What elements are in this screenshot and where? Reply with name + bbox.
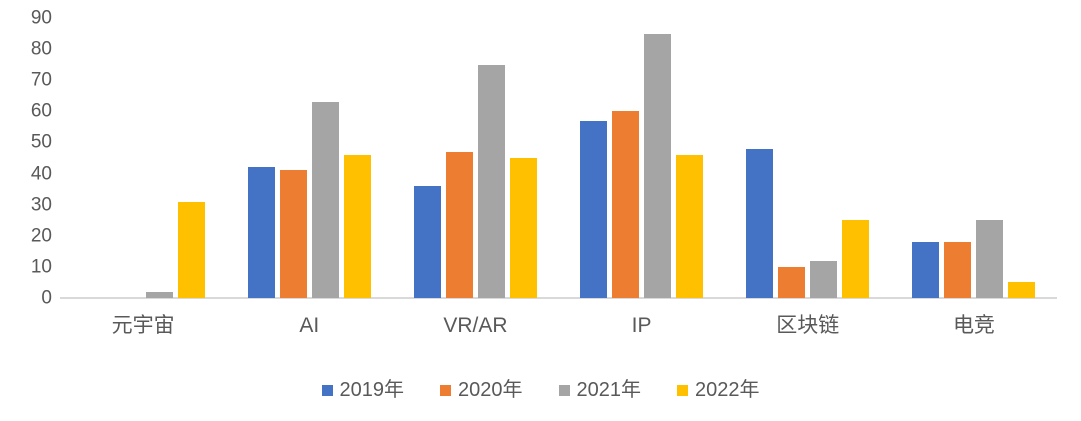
bar[interactable] — [976, 220, 1004, 298]
bar[interactable] — [445, 151, 473, 298]
bar-slot — [445, 18, 473, 298]
bar[interactable] — [842, 220, 870, 298]
y-axis-tick: 90 — [30, 7, 52, 29]
bar-slot — [1008, 18, 1036, 298]
y-axis-tick: 10 — [30, 256, 52, 278]
bar-slot — [82, 18, 109, 298]
legend-item[interactable]: 2022年 — [677, 380, 760, 400]
legend-swatch-icon — [558, 384, 570, 396]
bar[interactable] — [612, 111, 640, 298]
y-axis-tick: 70 — [30, 69, 52, 91]
bar-slot — [778, 18, 806, 298]
bar[interactable] — [413, 186, 441, 298]
bar-slot — [644, 18, 672, 298]
bar-slot — [842, 18, 870, 298]
category-label: AI — [299, 314, 320, 337]
bar[interactable] — [810, 260, 838, 298]
y-axis-tick: 20 — [30, 225, 52, 247]
legend-swatch-icon — [321, 384, 333, 396]
bar-slot — [746, 18, 774, 298]
bar[interactable] — [746, 148, 774, 298]
legend-label: 2019年 — [339, 379, 405, 401]
bar[interactable] — [247, 167, 275, 298]
bar-group — [725, 18, 891, 298]
y-axis-tick: 50 — [30, 131, 52, 153]
bar-slot — [944, 18, 972, 298]
legend-item[interactable]: 2021年 — [558, 379, 642, 401]
bar-slot — [413, 18, 441, 298]
y-axis-tick: 80 — [30, 38, 52, 60]
bar[interactable] — [778, 266, 806, 298]
bar[interactable] — [509, 158, 537, 298]
bar[interactable] — [477, 64, 505, 298]
bar[interactable] — [311, 102, 339, 298]
legend-label: 2020年 — [458, 379, 523, 401]
legend-item[interactable]: 2020年 — [440, 380, 523, 400]
bar-slot — [343, 18, 371, 298]
bar[interactable] — [944, 242, 972, 298]
y-axis: 90 80 70 60 50 40 30 20 10 0 — [0, 0, 52, 308]
y-axis-tick: 0 — [41, 287, 52, 309]
bar-group — [559, 18, 725, 298]
bar-slot — [279, 18, 307, 298]
legend-label: 2022年 — [695, 379, 760, 401]
bar-slot — [612, 18, 640, 298]
bar[interactable] — [912, 242, 940, 298]
y-axis-tick: 40 — [30, 163, 52, 185]
x-axis-line — [60, 297, 1057, 299]
bar-groups — [60, 18, 1057, 298]
category-label: IP — [631, 314, 652, 337]
category-label: 区块链 — [776, 314, 840, 337]
category-axis-labels: 元宇宙 AI VR/AR IP 区块链 电竞 — [60, 306, 1057, 346]
bar-slot — [580, 18, 608, 298]
legend-swatch-icon — [677, 384, 688, 396]
bar-slot — [145, 18, 173, 298]
bar[interactable] — [1008, 282, 1036, 298]
bar-slot — [810, 18, 838, 298]
chart-legend: 2019年 2020年 2021年 2022年 — [0, 375, 1081, 405]
bar-slot — [311, 18, 339, 298]
legend-item[interactable]: 2019年 — [321, 379, 405, 401]
bar-slot — [477, 18, 505, 298]
bar[interactable] — [343, 154, 371, 298]
bar[interactable] — [145, 291, 173, 298]
bar-slot — [114, 18, 141, 298]
category-label: 元宇宙 — [111, 314, 175, 337]
bar-group — [226, 18, 392, 298]
bar-group — [60, 18, 226, 298]
bar-slot — [912, 18, 940, 298]
legend-swatch-icon — [440, 384, 451, 396]
bar[interactable] — [279, 170, 307, 298]
bar-slot — [976, 18, 1004, 298]
bar[interactable] — [580, 120, 608, 298]
bar-slot — [247, 18, 275, 298]
bar[interactable] — [177, 201, 205, 298]
bar[interactable] — [644, 33, 672, 298]
bar-slot — [509, 18, 537, 298]
bar-slot — [177, 18, 205, 298]
y-axis-tick: 60 — [30, 100, 52, 122]
category-label: 电竞 — [952, 314, 995, 337]
category-label: VR/AR — [443, 314, 508, 337]
legend-label: 2021年 — [576, 379, 642, 401]
bar-group — [392, 18, 558, 298]
y-axis-tick: 30 — [30, 194, 52, 216]
bar-group — [891, 18, 1057, 298]
bar-slot — [676, 18, 704, 298]
bar[interactable] — [676, 154, 704, 298]
